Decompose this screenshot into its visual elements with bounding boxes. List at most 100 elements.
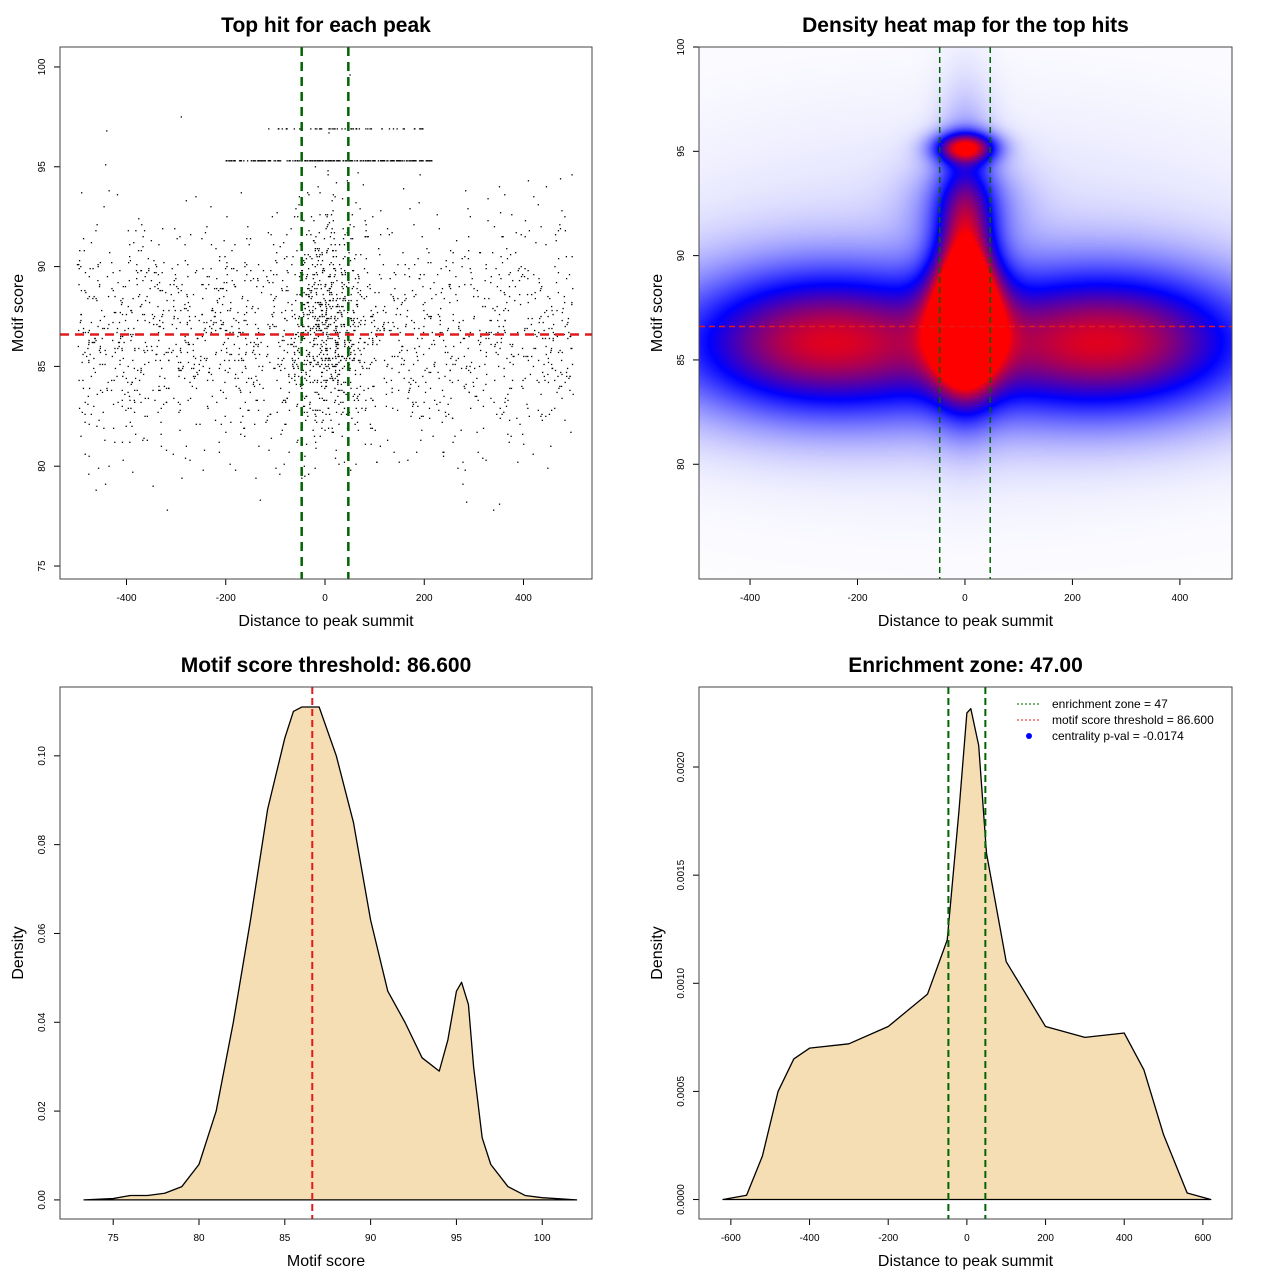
scatter-point xyxy=(331,363,333,366)
scatter-point xyxy=(311,258,313,260)
scatter-point xyxy=(375,305,377,308)
scatter-point xyxy=(308,305,310,308)
scatter-point xyxy=(433,343,436,346)
scatter-point xyxy=(190,234,192,236)
scatter-point xyxy=(112,403,115,406)
scatter-point xyxy=(330,373,332,376)
scatter-point xyxy=(154,285,156,288)
scatter-point xyxy=(319,365,321,368)
scatter-point xyxy=(353,349,355,352)
scatter-point xyxy=(330,214,333,216)
scatter-point xyxy=(334,351,337,354)
scatter-point xyxy=(238,331,240,334)
scatter-point xyxy=(99,389,102,392)
scatter-point xyxy=(310,128,312,130)
scatter-point xyxy=(308,375,311,378)
scatter-point xyxy=(305,395,308,398)
scatter-point xyxy=(493,333,495,336)
scatter-point xyxy=(323,379,325,382)
scatter-point xyxy=(291,377,293,380)
scatter-point xyxy=(142,236,144,238)
scatter-point xyxy=(327,317,329,320)
scatter-point xyxy=(371,427,374,429)
scatter-point xyxy=(498,273,500,276)
scatter-point xyxy=(247,409,249,412)
scatter-point xyxy=(345,393,347,396)
scatter-point xyxy=(226,216,228,218)
scatter-point xyxy=(113,379,115,382)
scatter-point xyxy=(526,403,528,406)
scatter-point xyxy=(533,196,535,198)
scatter-point xyxy=(210,373,213,376)
scatter-point xyxy=(350,469,352,471)
scatter-point xyxy=(465,367,467,370)
scatter-point xyxy=(341,435,343,437)
scatter-point xyxy=(391,160,394,162)
scatter-point xyxy=(96,224,98,226)
scatter-point xyxy=(315,363,317,366)
scatter-point xyxy=(314,248,316,250)
scatter-point xyxy=(105,164,107,166)
scatter-point xyxy=(357,291,359,294)
scatter-point xyxy=(354,325,356,328)
scatter-point xyxy=(230,301,232,304)
scatter-point xyxy=(403,359,406,362)
scatter-point xyxy=(184,244,186,246)
scatter-point xyxy=(335,256,338,258)
scatter-point xyxy=(329,236,332,238)
scatter-point xyxy=(158,244,160,246)
scatter-point xyxy=(318,248,320,250)
scatter-point xyxy=(453,345,455,348)
scatter-point xyxy=(303,363,305,366)
scatter-point xyxy=(343,244,346,246)
scatter-point xyxy=(116,331,118,334)
scatter-point xyxy=(256,337,258,340)
scatter-point xyxy=(485,355,487,358)
scatter-point xyxy=(324,327,326,330)
scatter-point xyxy=(96,393,98,396)
scatter-point xyxy=(329,291,331,294)
scatter-point xyxy=(351,238,354,240)
scatter-point xyxy=(99,363,101,366)
scatter-point xyxy=(524,267,526,270)
scatter-point xyxy=(82,353,84,356)
scatter-point xyxy=(557,351,560,354)
scatter-point xyxy=(321,315,323,318)
scatter-point xyxy=(255,375,257,378)
chart-title: Density heat map for the top hits xyxy=(802,14,1129,37)
scatter-point xyxy=(370,128,373,130)
scatter-point xyxy=(315,254,318,256)
scatter-point xyxy=(488,331,490,334)
scatter-point xyxy=(370,160,372,162)
scatter-point xyxy=(441,331,443,334)
scatter-point xyxy=(423,325,425,328)
scatter-point xyxy=(488,337,490,340)
scatter-point xyxy=(543,363,545,366)
scatter-point xyxy=(257,160,260,162)
scatter-point xyxy=(339,309,341,312)
scatter-point xyxy=(496,305,498,308)
scatter-point xyxy=(329,359,331,362)
scatter-point xyxy=(255,343,257,346)
scatter-point xyxy=(415,160,417,162)
scatter-point xyxy=(283,258,286,260)
scatter-point xyxy=(306,355,308,358)
scatter-point xyxy=(519,423,521,425)
scatter-point xyxy=(570,347,572,350)
scatter-point xyxy=(341,313,343,316)
scatter-point xyxy=(291,357,293,360)
scatter-point xyxy=(386,160,388,162)
scatter-point xyxy=(294,333,297,336)
scatter-point xyxy=(214,311,217,314)
scatter-point xyxy=(567,321,569,324)
scatter-point xyxy=(440,307,442,310)
scatter-point xyxy=(139,393,141,396)
scatter-point xyxy=(312,429,314,431)
scatter-point xyxy=(335,250,337,252)
scatter-point xyxy=(344,345,346,348)
scatter-point xyxy=(336,160,339,162)
scatter-point xyxy=(334,387,336,390)
scatter-point xyxy=(303,465,305,467)
scatter-point xyxy=(564,381,566,384)
